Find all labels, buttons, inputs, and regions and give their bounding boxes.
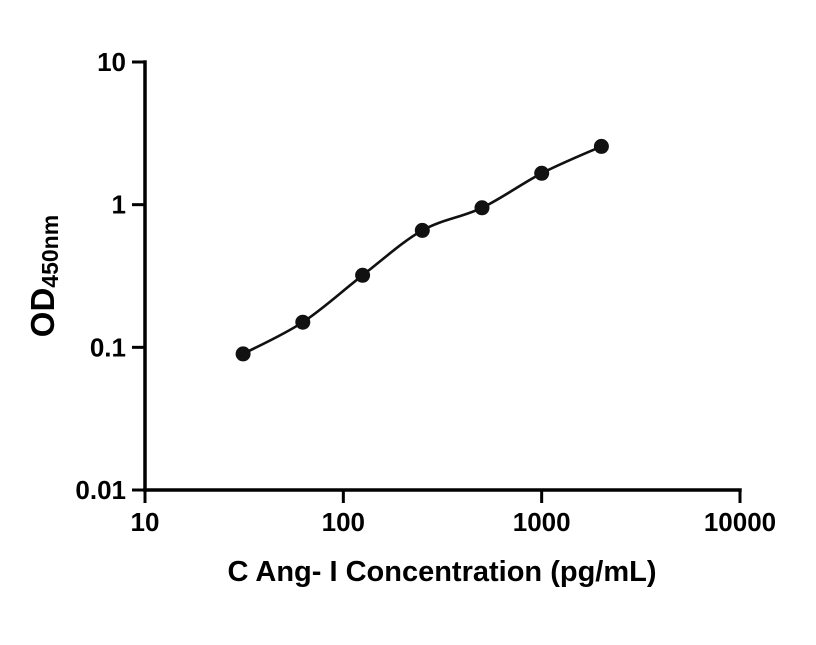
y-tick-label: 1 — [112, 190, 126, 220]
data-point — [414, 222, 430, 238]
data-point — [355, 267, 371, 283]
y-tick-label: 0.1 — [90, 332, 126, 362]
data-point — [295, 314, 311, 330]
data-point — [235, 346, 251, 362]
data-point — [474, 200, 490, 216]
y-tick-label: 0.01 — [75, 475, 126, 505]
data-point — [593, 138, 609, 154]
x-tick-label: 100 — [322, 507, 365, 537]
y-axis-title-main: OD — [24, 288, 61, 338]
y-axis-title: OD450nm — [24, 215, 63, 337]
x-tick-label: 1000 — [513, 507, 571, 537]
plot-area: 10 100 1000 10000 0.01 0.1 1 10 — [75, 47, 776, 537]
x-tick-label: 10 — [131, 507, 160, 537]
x-axis-title: C Ang- I Concentration (pg/mL) — [227, 556, 656, 588]
y-tick-label: 10 — [97, 47, 126, 77]
data-point — [534, 165, 550, 181]
x-tick-label: 10000 — [704, 507, 776, 537]
y-axis-title-subscript: 450nm — [37, 215, 63, 288]
